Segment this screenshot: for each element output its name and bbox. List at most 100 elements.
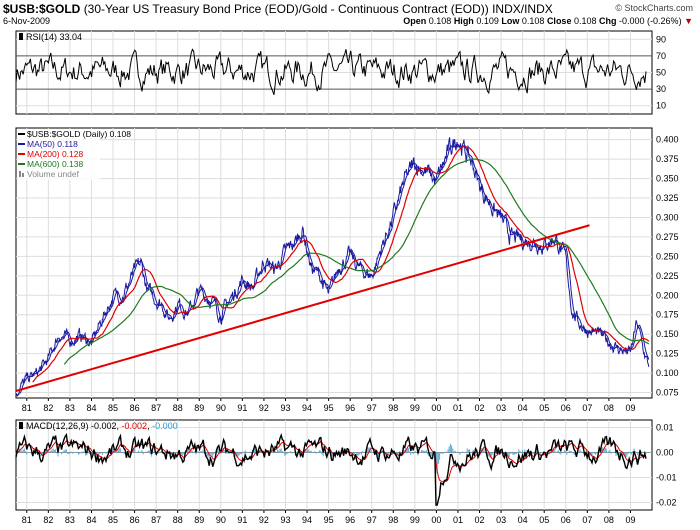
x-tick-label: 99 bbox=[410, 515, 420, 525]
x-tick-label: 05 bbox=[539, 403, 549, 413]
x-tick-label: 00 bbox=[431, 515, 441, 525]
macd-legend-hist: -0.000 bbox=[152, 421, 178, 431]
x-tick-label: 92 bbox=[259, 515, 269, 525]
close-value: 0.108 bbox=[573, 16, 597, 26]
macd-tick-label: 0.00 bbox=[656, 448, 674, 458]
x-tick-label: 90 bbox=[216, 515, 226, 525]
price-tick-label: 0.325 bbox=[656, 193, 679, 203]
chart-header: $USB:$GOLD (30-Year US Treasury Bond Pri… bbox=[3, 0, 697, 28]
x-tick-label: 01 bbox=[453, 515, 463, 525]
chg-label: Chg bbox=[599, 16, 617, 26]
x-axis-price: 81 82 83 84 85 86 87 88 89 90 91 92 93 94 95 96 97 98 99 00… bbox=[22, 398, 635, 413]
price-tick-label: 0.300 bbox=[656, 212, 679, 222]
x-tick-label: 82 bbox=[43, 403, 53, 413]
macd-line bbox=[15, 432, 647, 506]
close-label: Close bbox=[546, 16, 572, 26]
x-tick-label: 06 bbox=[561, 515, 571, 525]
x-tick-label: 87 bbox=[151, 403, 161, 413]
open-label: Open bbox=[403, 16, 427, 26]
volume-legend-icon bbox=[22, 173, 24, 177]
x-tick-label: 85 bbox=[108, 403, 118, 413]
price-tick-label: 0.375 bbox=[656, 154, 679, 164]
legend-label-ma600: MA(600) 0.138 bbox=[27, 159, 83, 169]
price-tick-label: 0.150 bbox=[656, 329, 679, 339]
brand-label: © StockCharts.com bbox=[615, 3, 693, 13]
macd-tick-label: -0.01 bbox=[656, 473, 677, 483]
x-tick-label: 99 bbox=[410, 403, 420, 413]
x-tick-label: 81 bbox=[22, 515, 32, 525]
x-tick-label: 88 bbox=[173, 403, 183, 413]
symbol: $USB:$GOLD bbox=[3, 2, 81, 16]
x-tick-label: 90 bbox=[216, 403, 226, 413]
chg-down-arrow-icon: ▼ bbox=[684, 16, 693, 26]
x-tick-label: 03 bbox=[496, 515, 506, 525]
rsi-tick-label: 30 bbox=[656, 84, 666, 94]
x-tick-label: 82 bbox=[43, 515, 53, 525]
legend-label-ma50: MA(50) 0.118 bbox=[27, 139, 78, 149]
x-tick-label: 05 bbox=[539, 515, 549, 525]
x-tick-label: 07 bbox=[582, 515, 592, 525]
price-tick-label: 0.400 bbox=[656, 135, 679, 145]
macd-legend-swatch bbox=[19, 422, 23, 429]
rsi-tick-label: 10 bbox=[656, 101, 666, 111]
ma200-line bbox=[32, 145, 650, 383]
x-tick-label: 97 bbox=[367, 403, 377, 413]
x-tick-label: 83 bbox=[65, 403, 75, 413]
rsi-legend-swatch bbox=[19, 33, 23, 40]
x-tick-label: 08 bbox=[604, 403, 614, 413]
macd-tick-label: -0.02 bbox=[656, 498, 677, 508]
open-value: 0.108 bbox=[428, 16, 452, 26]
x-axis-macd: 81 82 83 84 85 86 87 88 89 90 91 92 93 94 95 96 97 98 99 00… bbox=[22, 510, 635, 525]
exchange: INDX/INDX bbox=[492, 2, 553, 16]
legend-label-volume: Volume undef bbox=[27, 169, 80, 179]
price-tick-label: 0.200 bbox=[656, 290, 679, 300]
x-tick-label: 84 bbox=[86, 403, 96, 413]
x-tick-label: 97 bbox=[367, 515, 377, 525]
x-tick-label: 00 bbox=[431, 403, 441, 413]
chart-date: 6-Nov-2009 bbox=[3, 16, 51, 26]
x-tick-label: 87 bbox=[151, 515, 161, 525]
ohlc-summary: Open 0.108 High 0.109 Low 0.108 Close 0.… bbox=[403, 16, 693, 26]
price-tick-label: 0.250 bbox=[656, 251, 679, 261]
price-tick-label: 0.225 bbox=[656, 271, 679, 281]
high-value: 0.109 bbox=[476, 16, 499, 26]
x-tick-label: 98 bbox=[388, 515, 398, 525]
x-tick-label: 07 bbox=[582, 403, 592, 413]
price-tick-label: 0.275 bbox=[656, 232, 679, 242]
x-tick-label: 03 bbox=[496, 403, 506, 413]
low-label: Low bbox=[501, 16, 520, 26]
macd-legend-sep: , bbox=[147, 421, 152, 431]
x-tick-label: 08 bbox=[604, 515, 614, 525]
x-tick-label: 91 bbox=[237, 515, 247, 525]
x-tick-label: 06 bbox=[561, 403, 571, 413]
price-tick-label: 0.075 bbox=[656, 388, 679, 398]
rsi-panel: 10 30 50 70 90 RSI(14) 33.04 bbox=[15, 30, 666, 115]
x-tick-label: 94 bbox=[302, 515, 312, 525]
macd-tick-label: 0.01 bbox=[656, 423, 674, 433]
price-tick-label: 0.175 bbox=[656, 310, 679, 320]
x-tick-label: 88 bbox=[173, 515, 183, 525]
x-tick-label: 04 bbox=[518, 515, 528, 525]
legend-label-ma200: MA(200) 0.128 bbox=[27, 149, 83, 159]
x-tick-label: 04 bbox=[518, 403, 528, 413]
macd-legend-main: MACD(12,26,9) -0.002, bbox=[26, 421, 122, 431]
price-tick-label: 0.100 bbox=[656, 368, 679, 378]
price-panel: 0.075 0.100 0.125 0.150 0.175 0.200 0.225 0.250… bbox=[15, 127, 679, 399]
x-tick-label: 83 bbox=[65, 515, 75, 525]
x-tick-label: 84 bbox=[86, 515, 96, 525]
ma600-line bbox=[63, 158, 650, 365]
x-tick-label: 92 bbox=[259, 403, 269, 413]
chart-title: $USB:$GOLD (30-Year US Treasury Bond Pri… bbox=[3, 2, 553, 16]
x-tick-label: 02 bbox=[475, 515, 485, 525]
x-tick-label: 81 bbox=[22, 403, 32, 413]
x-tick-label: 09 bbox=[625, 403, 635, 413]
x-tick-label: 95 bbox=[324, 515, 334, 525]
high-label: High bbox=[453, 16, 474, 26]
rsi-tick-label: 50 bbox=[656, 68, 666, 78]
rsi-line bbox=[15, 48, 647, 95]
x-tick-label: 89 bbox=[194, 403, 204, 413]
price-tick-label: 0.125 bbox=[656, 349, 679, 359]
x-tick-label: 98 bbox=[388, 403, 398, 413]
x-tick-label: 86 bbox=[130, 515, 140, 525]
x-tick-label: 95 bbox=[324, 403, 334, 413]
